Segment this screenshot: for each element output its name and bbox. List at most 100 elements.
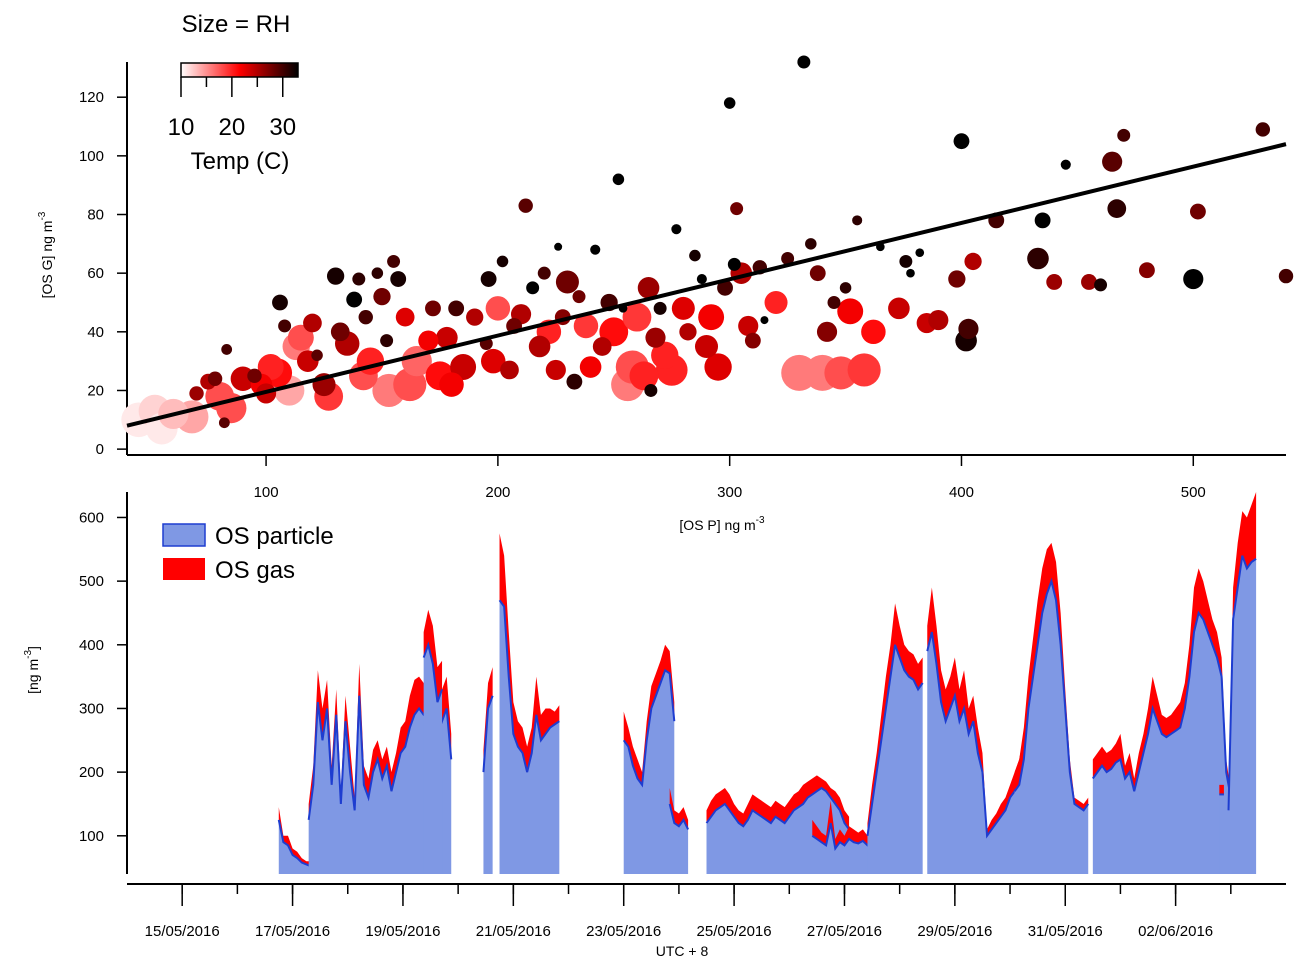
scatter-y-tick-label: 80 bbox=[87, 207, 104, 224]
scatter-point bbox=[679, 323, 697, 341]
area-gas bbox=[867, 603, 923, 836]
colorbar-title: Size = RH bbox=[182, 11, 291, 38]
area-gas bbox=[1228, 492, 1257, 811]
area-x-tick-label: 02/06/2016 bbox=[1138, 923, 1213, 940]
scatter-point bbox=[888, 297, 910, 320]
scatter-point bbox=[287, 324, 314, 351]
scatter-point bbox=[566, 373, 583, 390]
area-y-tick-label: 600 bbox=[79, 509, 104, 526]
area-particle-line bbox=[866, 644, 924, 836]
scatter-x-tick-label: 200 bbox=[485, 484, 510, 501]
scatter-point bbox=[899, 254, 913, 268]
scatter-point bbox=[579, 356, 602, 378]
scatter-point bbox=[837, 298, 864, 325]
scatter-point bbox=[1139, 262, 1155, 279]
scatter-point bbox=[418, 330, 439, 351]
scatter-x-tick-label: 100 bbox=[254, 484, 279, 501]
area-particle bbox=[1092, 612, 1231, 874]
scatter-x-tick-label: 300 bbox=[717, 484, 742, 501]
area-particle bbox=[308, 695, 452, 874]
scatter-point bbox=[953, 133, 970, 150]
scatter-point bbox=[278, 319, 292, 333]
area-gas bbox=[278, 807, 339, 871]
scatter-point bbox=[622, 302, 652, 332]
scatter-point bbox=[805, 238, 817, 250]
colorbar-ticks: 10 20 30 bbox=[168, 77, 296, 141]
area-particle-line bbox=[705, 786, 850, 831]
area-y-tick-label: 100 bbox=[79, 828, 104, 845]
scatter-point bbox=[852, 215, 863, 226]
area-y-tick-label: 400 bbox=[79, 637, 104, 654]
area-gas bbox=[483, 667, 493, 773]
scatter-point bbox=[221, 344, 233, 355]
scatter-point bbox=[730, 202, 744, 216]
scatter-point bbox=[390, 271, 407, 287]
scatter-point bbox=[744, 332, 761, 349]
area-x-tick-label: 17/05/2016 bbox=[255, 923, 330, 940]
scatter-point bbox=[1117, 128, 1131, 142]
area-particle-line bbox=[498, 599, 560, 773]
scatter-point bbox=[380, 334, 394, 348]
area-x-tick-label: 23/05/2016 bbox=[586, 923, 661, 940]
scatter-y-tick-label: 0 bbox=[96, 441, 104, 458]
area-x-tick-label: 15/05/2016 bbox=[145, 923, 220, 940]
scatter-point bbox=[480, 271, 497, 287]
area-x-tick-label: 19/05/2016 bbox=[365, 923, 440, 940]
area-particle-line bbox=[668, 803, 690, 830]
scatter-point bbox=[645, 327, 666, 348]
area-particle bbox=[483, 695, 493, 874]
scatter-point bbox=[1183, 268, 1204, 290]
area-particle bbox=[499, 600, 560, 874]
legend-label-particle: OS particle bbox=[215, 523, 334, 550]
scatter-point bbox=[481, 348, 506, 374]
area-gas bbox=[706, 775, 850, 830]
area-y-tick-label: 500 bbox=[79, 573, 104, 590]
area-y-ticks: 100 200 300 400 500 600 bbox=[79, 509, 127, 845]
area-particle bbox=[1219, 794, 1224, 874]
scatter-point bbox=[964, 252, 982, 271]
scatter-point bbox=[629, 361, 659, 391]
scatter-point bbox=[653, 301, 667, 315]
colorbar-tick-label: 10 bbox=[168, 114, 195, 141]
legend-swatch-particle bbox=[162, 523, 206, 547]
colorbar-tick-label: 20 bbox=[219, 114, 246, 141]
area-particle-line bbox=[482, 695, 494, 773]
area-gas bbox=[308, 663, 452, 820]
scatter-point bbox=[257, 354, 284, 380]
scatter-point bbox=[847, 353, 881, 387]
legend-label-gas: OS gas bbox=[215, 557, 295, 584]
scatter-point bbox=[554, 242, 563, 251]
scatter-point bbox=[689, 249, 701, 262]
area-particle bbox=[623, 670, 675, 874]
scatter-point bbox=[1046, 274, 1063, 290]
area-particle-line bbox=[622, 668, 676, 788]
area-particle bbox=[1014, 581, 1089, 874]
scatter-y-tick-label: 60 bbox=[87, 265, 104, 282]
scatter-point bbox=[1107, 199, 1127, 219]
scatter-point bbox=[303, 313, 322, 333]
scatter-point bbox=[436, 326, 458, 349]
scatter-points bbox=[121, 55, 1294, 445]
area-particle-line bbox=[1092, 610, 1232, 798]
scatter-point bbox=[358, 309, 373, 325]
area-series bbox=[277, 492, 1257, 874]
scatter-point bbox=[500, 360, 519, 380]
area-particle bbox=[278, 819, 339, 874]
scatter-point bbox=[555, 270, 579, 294]
scatter-point bbox=[573, 313, 599, 339]
scatter-point bbox=[717, 279, 733, 296]
area-gas bbox=[499, 533, 560, 773]
scatter-point bbox=[760, 316, 769, 325]
scatter-point bbox=[915, 248, 925, 257]
scatter-point bbox=[1189, 203, 1206, 220]
scatter-point bbox=[518, 198, 533, 213]
scatter-point bbox=[373, 287, 391, 306]
scatter-point bbox=[545, 359, 566, 381]
scatter-point bbox=[723, 97, 736, 109]
scatter-point bbox=[906, 268, 915, 278]
scatter-y-label: [OS G] ng m-3 bbox=[37, 211, 55, 298]
scatter-point bbox=[448, 300, 465, 317]
scatter-point bbox=[371, 267, 384, 279]
area-y-tick-label: 200 bbox=[79, 764, 104, 781]
